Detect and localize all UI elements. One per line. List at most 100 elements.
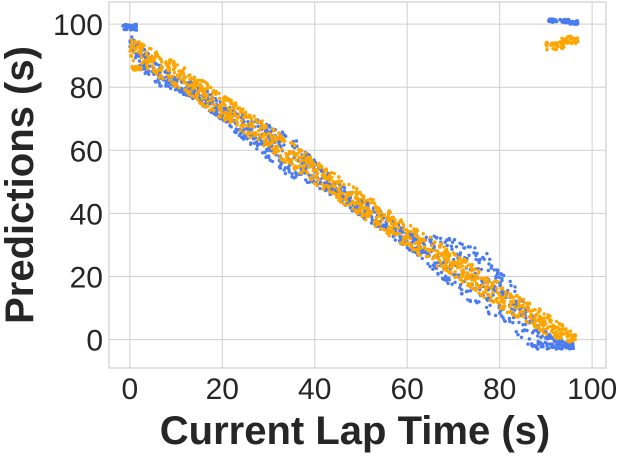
data-point: [445, 238, 450, 242]
data-point: [204, 96, 208, 100]
data-point: [466, 282, 470, 286]
data-point: [464, 275, 468, 279]
data-point: [362, 199, 366, 203]
data-point: [239, 119, 244, 123]
data-point: [471, 272, 476, 277]
data-point: [369, 209, 374, 214]
data-point: [307, 165, 311, 169]
data-point: [477, 300, 481, 304]
data-point: [422, 245, 426, 249]
data-point: [420, 256, 424, 261]
data-point: [265, 148, 269, 153]
data-point: [290, 172, 294, 176]
data-point: [527, 315, 532, 319]
data-point: [450, 282, 454, 286]
data-point: [177, 89, 182, 93]
data-point: [248, 142, 253, 146]
data-point: [261, 131, 266, 136]
data-point: [158, 67, 162, 72]
data-point: [238, 107, 242, 111]
data-point: [509, 303, 513, 307]
data-point: [144, 53, 149, 57]
data-point: [485, 251, 489, 256]
data-point: [386, 231, 391, 236]
data-point: [549, 335, 554, 339]
data-point: [443, 265, 448, 269]
data-point: [386, 212, 391, 217]
data-point: [398, 234, 402, 238]
data-point: [494, 274, 498, 278]
data-point: [464, 265, 468, 269]
data-point: [271, 127, 275, 131]
data-point: [459, 273, 464, 278]
data-point: [404, 237, 408, 241]
data-point: [433, 261, 437, 265]
data-point: [511, 315, 516, 320]
data-point: [561, 344, 565, 348]
data-point: [541, 331, 546, 335]
y-tick-label: 20: [70, 262, 103, 295]
data-point: [254, 119, 259, 124]
data-point: [206, 104, 210, 108]
data-point: [431, 257, 435, 261]
data-point: [256, 124, 260, 128]
data-point: [555, 19, 559, 24]
data-point: [391, 216, 395, 221]
data-point: [460, 288, 464, 292]
data-point: [555, 346, 559, 351]
data-point: [442, 256, 446, 261]
data-point: [311, 174, 315, 178]
data-point: [556, 344, 560, 348]
data-point: [248, 121, 252, 125]
data-point: [374, 204, 378, 208]
data-point: [231, 104, 235, 109]
data-point: [428, 248, 433, 252]
data-point: [434, 253, 438, 257]
data-point: [248, 136, 252, 140]
data-point: [305, 161, 309, 165]
data-point: [179, 71, 183, 76]
data-point: [545, 341, 549, 346]
data-point: [181, 92, 186, 97]
data-point: [375, 215, 379, 220]
data-point: [310, 163, 314, 167]
data-point: [264, 124, 268, 128]
data-point: [545, 327, 549, 331]
data-point: [214, 89, 218, 94]
data-point: [499, 290, 504, 295]
data-point: [398, 241, 403, 245]
data-point: [316, 164, 320, 168]
data-point: [515, 293, 519, 298]
data-point: [252, 133, 257, 138]
data-point: [143, 71, 147, 76]
data-point: [573, 40, 577, 44]
data-point: [516, 333, 520, 337]
data-point: [358, 190, 362, 194]
data-point: [487, 262, 491, 266]
data-point: [401, 222, 405, 226]
data-point: [129, 42, 134, 46]
data-point: [525, 302, 530, 307]
data-point: [304, 156, 308, 160]
data-point: [549, 318, 553, 322]
data-point: [254, 140, 259, 144]
data-point: [283, 171, 288, 176]
data-point: [341, 191, 345, 196]
data-point: [228, 112, 232, 116]
data-point: [155, 62, 159, 67]
data-point: [363, 217, 368, 222]
data-point: [512, 305, 517, 309]
data-point: [268, 125, 272, 129]
data-point: [272, 151, 277, 156]
data-point: [319, 169, 323, 173]
data-point: [546, 313, 550, 317]
data-point: [553, 324, 557, 329]
data-point: [301, 168, 306, 173]
data-point: [424, 235, 428, 239]
data-point: [262, 140, 267, 144]
data-point: [359, 193, 364, 197]
data-point: [496, 271, 500, 275]
data-point: [338, 192, 342, 196]
data-point: [128, 49, 132, 53]
